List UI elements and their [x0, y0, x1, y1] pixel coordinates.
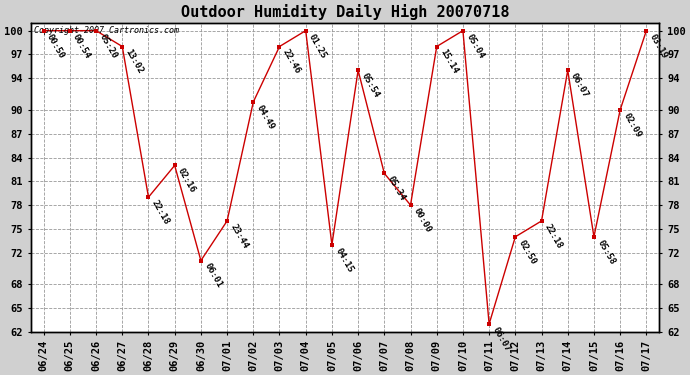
Text: 03:19: 03:19 [648, 32, 669, 60]
Text: Copyright 2007 Cartronics.com: Copyright 2007 Cartronics.com [34, 26, 179, 35]
Text: 05:04: 05:04 [464, 32, 486, 60]
Text: 05:34: 05:34 [386, 175, 407, 202]
Text: 00:54: 00:54 [71, 32, 92, 60]
Text: 23:44: 23:44 [228, 222, 250, 250]
Text: 02:16: 02:16 [176, 167, 197, 195]
Text: 00:00: 00:00 [412, 207, 433, 234]
Text: 02:09: 02:09 [622, 111, 643, 139]
Text: 06:07: 06:07 [569, 72, 591, 99]
Text: 05:20: 05:20 [97, 32, 119, 60]
Text: 04:49: 04:49 [255, 104, 276, 131]
Text: 02:50: 02:50 [517, 238, 538, 266]
Text: 04:15: 04:15 [333, 246, 355, 274]
Text: 01:25: 01:25 [307, 32, 328, 60]
Text: 22:18: 22:18 [150, 198, 171, 226]
Text: 22:18: 22:18 [543, 222, 564, 250]
Text: 06:07: 06:07 [491, 326, 512, 353]
Text: 00:50: 00:50 [45, 32, 66, 60]
Text: 13:02: 13:02 [124, 48, 145, 76]
Text: 15:14: 15:14 [438, 48, 460, 76]
Text: 22:46: 22:46 [281, 48, 302, 76]
Text: 05:54: 05:54 [359, 72, 381, 99]
Text: 05:58: 05:58 [595, 238, 617, 266]
Text: 06:01: 06:01 [202, 262, 224, 290]
Title: Outdoor Humidity Daily High 20070718: Outdoor Humidity Daily High 20070718 [181, 4, 509, 20]
